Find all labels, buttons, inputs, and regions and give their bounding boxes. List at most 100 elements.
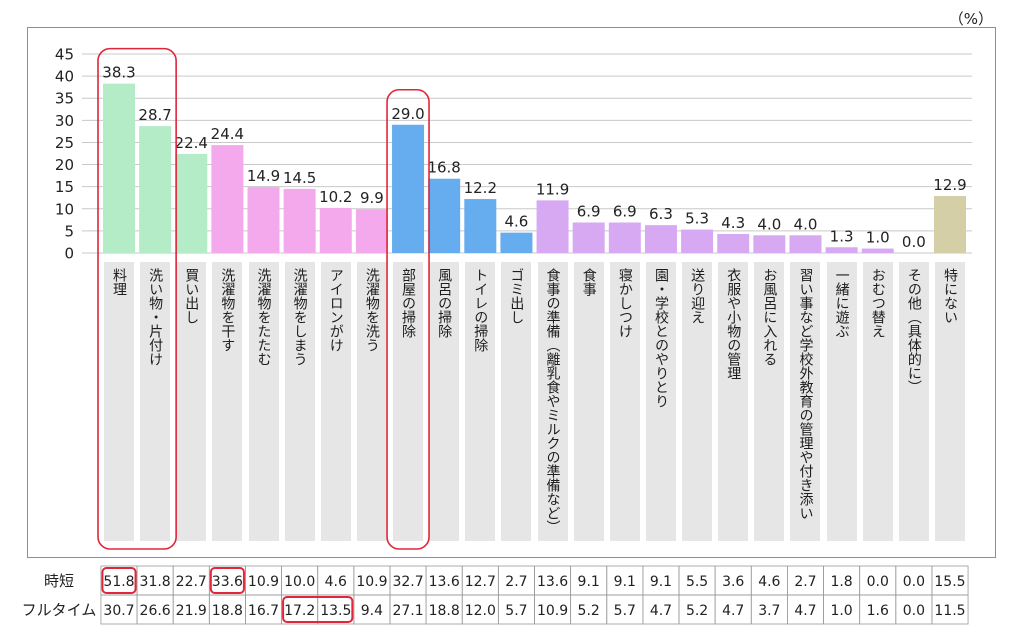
category-label: 洗濯物をたたむ: [255, 268, 272, 366]
table-value: 1.8: [830, 574, 852, 590]
y-tick-label: 35: [55, 90, 74, 108]
value-label: 4.6: [505, 213, 529, 231]
table-value: 12.7: [465, 574, 496, 590]
table-value: 26.6: [140, 603, 171, 619]
value-label: 10.2: [319, 188, 352, 206]
bar: [500, 232, 533, 253]
category-label: 送り迎え: [689, 268, 706, 324]
highlight-frames: [97, 47, 430, 550]
category-label: おむつ替え: [869, 268, 886, 338]
bar: [139, 126, 172, 253]
table-value: 17.2: [284, 603, 315, 619]
value-label: 6.9: [577, 202, 601, 220]
value-label: 16.8: [427, 159, 460, 177]
y-tick-label: 20: [55, 156, 74, 174]
category-label: 食事の準備（離乳食やミルクの準備など）: [544, 268, 561, 534]
bar: [644, 225, 677, 253]
category-label-box: トイレの掃除: [465, 262, 496, 541]
table-value: 10.9: [248, 574, 279, 590]
table-value: 31.8: [140, 574, 171, 590]
category-label-box: 寝かしつけ: [609, 262, 640, 541]
table-value: 3.7: [758, 603, 780, 619]
table-value: 51.8: [103, 574, 134, 590]
table-highlight: [209, 567, 245, 594]
table-value: 1.0: [830, 603, 852, 619]
table-value: 22.7: [176, 574, 207, 590]
value-label: 0.0: [902, 233, 926, 251]
category-label-box: 洗濯物をしまう: [284, 262, 315, 541]
category-label: アイロンがけ: [327, 268, 344, 352]
value-labels: 38.328.722.4 24.414.9 14.510.2 9.929.016.81…: [102, 64, 966, 251]
table-value: 9.1: [578, 574, 600, 590]
category-label: 園・学校とのやりとり: [652, 268, 669, 408]
value-label: 6.9: [613, 202, 637, 220]
category-label: 一緒に遊ぶ: [833, 268, 850, 338]
category-label: 衣服や小物の管理: [725, 268, 742, 380]
bar: [392, 124, 425, 253]
category-label: 風呂の掃除: [436, 268, 453, 338]
category-label: ゴミ出し: [508, 268, 525, 324]
category-label: お風呂に入れる: [761, 268, 778, 366]
category-label-box: 買い出し: [176, 262, 207, 541]
category-label: 洗濯物を洗う: [363, 268, 380, 352]
category-label: 食事: [580, 268, 597, 296]
y-tick-label: 30: [55, 112, 74, 130]
table-value: 10.9: [537, 603, 568, 619]
table-value: 5.2: [578, 603, 600, 619]
value-label: 24.4: [211, 125, 244, 143]
bar: [825, 247, 858, 253]
value-label: 22.4: [175, 134, 208, 152]
category-label-box: 食事の準備（離乳食やミルクの準備など）: [537, 262, 568, 541]
category-label: 洗濯物をしまう: [291, 268, 308, 366]
category-label: トイレの掃除: [472, 268, 489, 352]
table-value: 9.4: [361, 603, 383, 619]
value-label: 4.3: [721, 214, 745, 232]
category-label-box: 特にない: [934, 262, 965, 541]
row-label: 時短: [44, 572, 74, 590]
table-value: 3.6: [722, 574, 744, 590]
table-value: 32.7: [392, 574, 423, 590]
category-label: 習い事など学校外教育の管理や付き添い: [797, 268, 814, 520]
bars: [103, 83, 966, 253]
table-value: 21.9: [176, 603, 207, 619]
table-value: 4.7: [794, 603, 816, 619]
y-tick-label: 10: [55, 200, 74, 218]
table-value: 12.0: [465, 603, 496, 619]
category-label-box: 洗濯物をたたむ: [248, 262, 279, 541]
category-label: 寝かしつけ: [616, 268, 633, 338]
category-label-box: その他（具体的に）: [898, 262, 929, 541]
category-label-box: 食事: [573, 262, 604, 541]
table-value: 5.2: [686, 603, 708, 619]
table-value: 9.1: [650, 574, 672, 590]
category-label: その他（具体的に）: [905, 268, 922, 394]
category-label-box: 料理: [104, 262, 134, 541]
value-label: 11.9: [536, 180, 569, 198]
table-value: 18.8: [212, 603, 243, 619]
y-tick-label: 15: [55, 178, 74, 196]
category-label: 部屋の掃除: [400, 268, 417, 338]
table-value: 5.5: [686, 574, 708, 590]
data-table: 時短 51.8 31.8 22.7 33.6 10.9 10.0 4.6 10.9 32.7 13.…: [22, 565, 969, 625]
table-value: 4.6: [758, 574, 780, 590]
table-value: 10.9: [356, 574, 387, 590]
value-label: 4.0: [794, 215, 818, 233]
category-label-box: 洗濯物を干す: [212, 262, 243, 541]
bar: [175, 153, 208, 253]
table-value: 11.5: [934, 603, 965, 619]
table-value: 2.7: [505, 574, 527, 590]
table-value: 2.7: [794, 574, 816, 590]
table-highlight: [282, 596, 354, 623]
highlight-frame: [386, 88, 430, 550]
category-label: 洗い物・片付け: [147, 268, 164, 366]
category-label-box: ゴミ出し: [501, 262, 532, 541]
table-value: 4.7: [722, 603, 744, 619]
unit-label: （%）: [949, 10, 993, 28]
y-tick-label: 0: [64, 245, 74, 263]
chart-frame: [27, 27, 996, 558]
bar: [319, 207, 352, 253]
category-label-box: 風呂の掃除: [429, 262, 460, 541]
value-label: 4.0: [757, 215, 781, 233]
